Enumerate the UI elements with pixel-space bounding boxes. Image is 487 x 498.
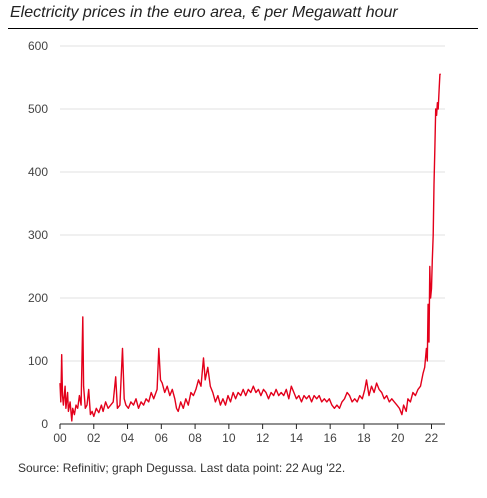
gridlines: [60, 45, 445, 362]
y-tick-label: 500: [28, 102, 48, 116]
y-tick-label: 200: [28, 291, 48, 305]
x-tick-label: 12: [256, 431, 270, 445]
x-tick-label: 20: [391, 431, 405, 445]
x-tick-label: 08: [188, 431, 202, 445]
chart-title: Electricity prices in the euro area, € p…: [10, 4, 398, 21]
x-tick-label: 22: [425, 431, 439, 445]
x-tick-label: 16: [323, 431, 337, 445]
x-tick-label: 00: [53, 431, 67, 445]
source-note: Source: Refinitiv; graph Degussa. Last d…: [18, 461, 346, 475]
y-tick-label: 0: [41, 417, 48, 431]
y-tick-label: 100: [28, 354, 48, 368]
y-axis-tick-labels: 0 100 200 300 400 500 600: [28, 39, 48, 431]
x-tick-label: 06: [155, 431, 169, 445]
series-lines: [59, 73, 441, 422]
x-tick-label: 10: [222, 431, 236, 445]
series-line-0: [59, 73, 441, 422]
y-tick-label: 300: [28, 228, 48, 242]
x-tick-label: 14: [290, 431, 304, 445]
x-tick-label: 04: [121, 431, 135, 445]
x-tick-label: 18: [357, 431, 371, 445]
x-axis: [59, 423, 445, 429]
x-axis-tick-labels: 00 02 04 06 08 10 12 14 16 18 20 22: [53, 431, 438, 445]
y-tick-label: 600: [28, 39, 48, 53]
title-divider: [8, 28, 478, 29]
x-tick-label: 02: [87, 431, 101, 445]
y-tick-label: 400: [28, 165, 48, 179]
